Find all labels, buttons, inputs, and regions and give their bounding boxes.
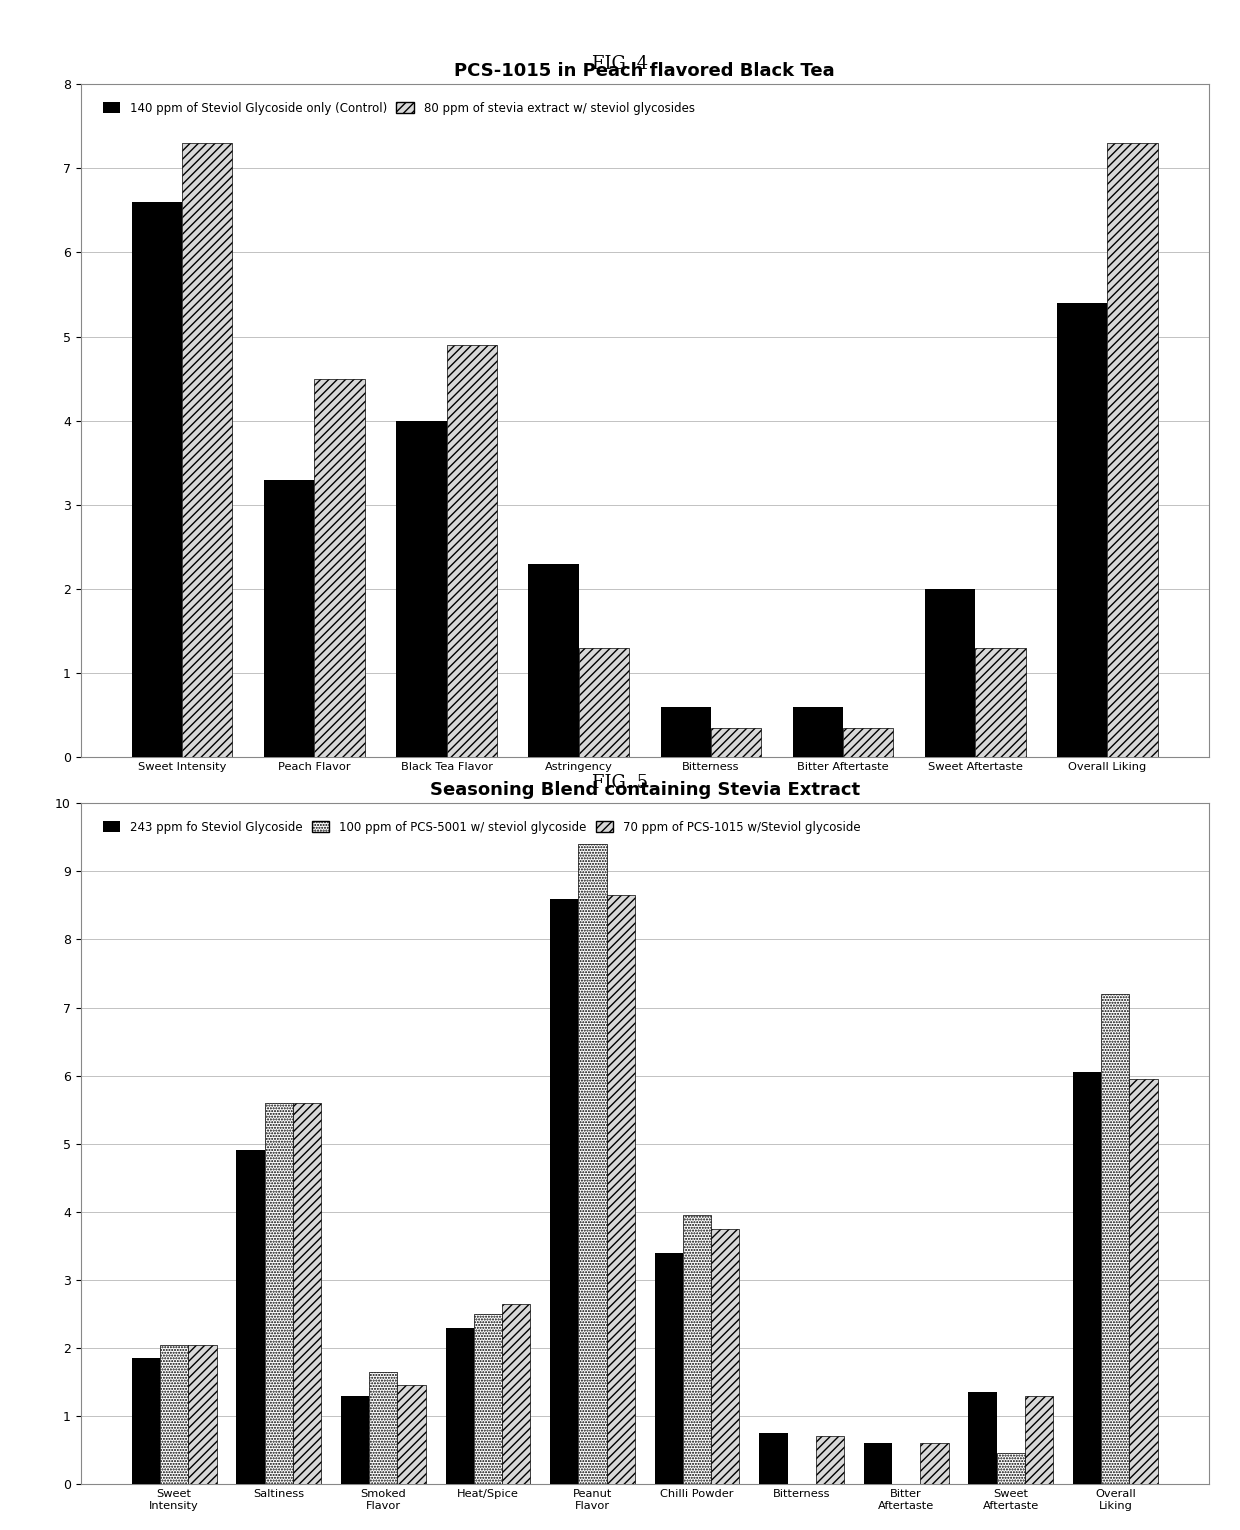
Bar	[446, 344, 497, 757]
Bar	[293, 1103, 321, 1484]
Bar	[655, 1253, 683, 1484]
Bar	[131, 1359, 160, 1484]
Bar	[968, 1392, 997, 1484]
Bar	[864, 1443, 892, 1484]
Bar	[182, 142, 232, 757]
Bar	[474, 1314, 502, 1484]
Bar	[843, 728, 893, 757]
Bar	[606, 895, 635, 1484]
Bar	[188, 1345, 217, 1484]
Bar	[976, 649, 1025, 757]
Bar	[792, 707, 843, 757]
Bar	[925, 589, 976, 757]
Bar	[370, 1372, 398, 1484]
Bar	[398, 1385, 425, 1484]
Bar	[711, 728, 761, 757]
Bar	[816, 1437, 844, 1484]
Bar	[1130, 1079, 1158, 1484]
Bar	[237, 1151, 264, 1484]
Bar	[131, 202, 182, 757]
Bar	[997, 1454, 1025, 1484]
Bar	[1107, 142, 1158, 757]
Bar	[1101, 994, 1130, 1484]
Bar	[1058, 303, 1107, 757]
Bar	[551, 898, 578, 1484]
Bar	[264, 480, 314, 757]
Bar	[341, 1395, 370, 1484]
Bar	[528, 565, 579, 757]
Bar	[759, 1434, 787, 1484]
Bar	[1025, 1395, 1053, 1484]
Text: FIG. 4: FIG. 4	[591, 55, 649, 73]
Bar	[1073, 1073, 1101, 1484]
Bar	[579, 649, 629, 757]
Bar	[920, 1443, 949, 1484]
Bar	[502, 1304, 531, 1484]
Bar	[160, 1345, 188, 1484]
Legend: 243 ppm fo Steviol Glycoside, 100 ppm of PCS-5001 w/ steviol glycoside, 70 ppm o: 243 ppm fo Steviol Glycoside, 100 ppm of…	[98, 815, 866, 838]
Legend: 140 ppm of Steviol Glycoside only (Control), 80 ppm of stevia extract w/ steviol: 140 ppm of Steviol Glycoside only (Contr…	[98, 96, 699, 119]
Bar	[397, 421, 446, 757]
Bar	[712, 1229, 739, 1484]
Title: Seasoning Blend containing Stevia Extract: Seasoning Blend containing Stevia Extrac…	[430, 780, 859, 799]
Bar	[264, 1103, 293, 1484]
Bar	[578, 845, 606, 1484]
Bar	[661, 707, 711, 757]
Text: FIG. 5: FIG. 5	[591, 774, 649, 793]
Title: PCS-1015 in Peach flavored Black Tea: PCS-1015 in Peach flavored Black Tea	[455, 61, 835, 80]
Bar	[683, 1215, 712, 1484]
Bar	[314, 379, 365, 757]
Bar	[445, 1328, 474, 1484]
